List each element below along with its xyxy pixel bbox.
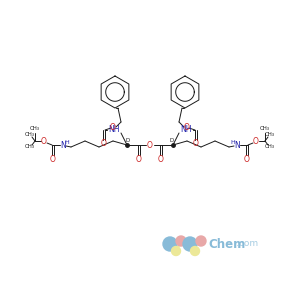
Text: CH₃: CH₃ — [25, 133, 35, 137]
Circle shape — [163, 237, 177, 251]
Text: O: O — [136, 154, 142, 164]
Circle shape — [172, 247, 181, 256]
Text: H: H — [64, 140, 69, 145]
Text: NH: NH — [108, 125, 120, 134]
Text: O: O — [253, 136, 259, 146]
Text: CH₃: CH₃ — [265, 145, 275, 149]
Text: Chem: Chem — [208, 238, 245, 250]
Text: O: O — [193, 140, 199, 148]
Text: O: O — [158, 154, 164, 164]
Text: H: H — [231, 140, 236, 145]
Text: CH₃: CH₃ — [25, 145, 35, 149]
Text: .com: .com — [236, 239, 258, 248]
Text: CH₃: CH₃ — [30, 127, 40, 131]
Text: D: D — [170, 137, 174, 142]
Text: D: D — [126, 137, 130, 142]
Text: O: O — [101, 140, 107, 148]
Text: CH₃: CH₃ — [260, 127, 270, 131]
Text: CH₃: CH₃ — [265, 133, 275, 137]
Circle shape — [176, 236, 186, 246]
Circle shape — [196, 236, 206, 246]
Text: O: O — [244, 154, 250, 164]
Circle shape — [190, 247, 200, 256]
Text: N: N — [60, 140, 66, 149]
Text: O: O — [110, 122, 116, 131]
Text: O: O — [147, 140, 153, 149]
Text: O: O — [184, 122, 190, 131]
Text: O: O — [41, 136, 47, 146]
Text: O: O — [50, 154, 56, 164]
Circle shape — [183, 237, 197, 251]
Text: N: N — [234, 140, 240, 149]
Text: NH: NH — [180, 125, 192, 134]
